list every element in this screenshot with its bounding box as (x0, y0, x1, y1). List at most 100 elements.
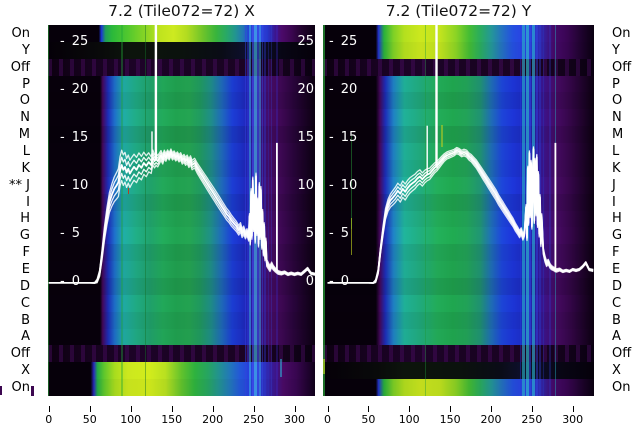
y-tick-label: -20 (60, 82, 88, 99)
y-tick-label: -15 (329, 130, 357, 147)
heatmap-row (48, 261, 315, 279)
row-label: P (22, 76, 30, 92)
row-label: J (612, 177, 616, 193)
row-label: O (612, 93, 623, 109)
bandpass-trace (48, 148, 315, 284)
row-label: M (612, 127, 624, 143)
y-tick-value: 5 (71, 225, 80, 241)
rfi-stripe (424, 25, 427, 396)
row-label: D (612, 278, 623, 294)
x-tick-mark (212, 406, 214, 412)
rfi-stripe (542, 25, 545, 396)
y-tick-label: -25 (60, 34, 88, 51)
row-label: L (612, 143, 620, 159)
row-label: C (20, 295, 30, 311)
panel-x-title: 7.2 (Tile072=72) X (108, 2, 255, 20)
y-tick-label: -10 (60, 178, 88, 195)
row-label: G (612, 228, 623, 244)
y-tick-dash: - (60, 82, 65, 98)
y-tick-dash: - (329, 273, 334, 289)
row-label: K (21, 160, 30, 176)
heatmap-row (48, 244, 315, 262)
rfi-stripe (441, 125, 443, 148)
x-tick-mark (253, 406, 255, 412)
heatmap-row (48, 92, 315, 110)
x-tick-label: 100 (120, 413, 142, 426)
row-label: Y (22, 42, 30, 58)
y-tick-label-right: 20 (297, 82, 314, 98)
y-tick-value: 0 (340, 273, 349, 289)
heatmap-panel-x: -25 25-20 20-15 15-10 10-5 5-0 0 (48, 25, 315, 396)
rfi-stripe (519, 25, 522, 396)
rfi-stripe (264, 25, 266, 396)
bandpass-curves (327, 25, 594, 284)
x-tick-mark (572, 406, 574, 412)
y-tick-label-right: 15 (297, 130, 314, 146)
y-tick-label-right: 0 (305, 273, 314, 289)
y-tick-value: 15 (71, 130, 89, 146)
bandpass-trace (327, 148, 594, 284)
row-label: F (22, 245, 30, 261)
y-tick-dash: - (60, 178, 65, 193)
bandpass-trace (48, 151, 315, 284)
x-tick-label: 250 (243, 413, 265, 426)
heatmap-row (48, 143, 315, 161)
y-tick-dash: - (329, 178, 334, 193)
x-tick-label: 50 (82, 413, 97, 426)
row-label: X (21, 363, 30, 379)
y-tick-dash: - (60, 225, 65, 241)
bandpass-trace (327, 147, 594, 284)
row-label: On (612, 25, 631, 41)
rfi-stripe (350, 136, 352, 230)
y-tick-value: 10 (340, 178, 358, 193)
rfi-stripe (323, 25, 325, 396)
row-label: K (612, 160, 621, 176)
y-tick-label-right: 10 (297, 178, 314, 193)
heatmap-panel-y: -25-20-15-10-5-0 (323, 25, 594, 396)
y-tick-label: -5 (60, 226, 80, 243)
y-tick-value: 5 (340, 225, 349, 241)
y-tick-value: 15 (340, 130, 358, 146)
heatmap-row (48, 328, 315, 346)
row-label: On (11, 379, 30, 395)
left-row-labels: On Y Off P O N M L K ** J I H G F E D C B A Off X On (0, 25, 30, 396)
x-tick-label: 50 (361, 413, 376, 426)
y-tick-dash: - (60, 273, 65, 289)
row-label: A (21, 329, 30, 345)
rfi-stripe (121, 25, 123, 396)
y-tick-value: 0 (71, 273, 80, 289)
row-label: A (612, 329, 621, 345)
x-tick-label: 200 (202, 413, 224, 426)
y-tick-value: 25 (340, 34, 358, 50)
x-tick-mark (531, 406, 533, 412)
bandpass-trace (327, 150, 594, 284)
x-tick-mark (48, 406, 50, 412)
y-tick-dash: - (60, 34, 65, 50)
row-label: H (612, 211, 622, 227)
x-tick-mark (450, 406, 452, 412)
row-label: Off (612, 59, 632, 75)
rfi-stripe (279, 358, 282, 378)
row-label: I (612, 194, 616, 210)
x-tick-label: 150 (161, 413, 183, 426)
rfi-stripe (549, 25, 551, 396)
y-tick-dash: - (329, 82, 334, 98)
y-tick-dash: - (329, 34, 334, 50)
row-label: X (612, 363, 621, 379)
row-label: L (22, 143, 30, 159)
heatmap-row (48, 277, 315, 296)
y-tick-label: -0 (60, 274, 80, 291)
heatmap-row (48, 294, 315, 313)
row-label: B (612, 312, 621, 328)
rfi-stripe (244, 25, 247, 396)
row-label: B (21, 312, 30, 328)
row-label: E (612, 261, 621, 277)
y-tick-value: 10 (71, 178, 89, 193)
x-tick-mark (409, 406, 411, 412)
heatmap-row (48, 41, 315, 60)
row-label: Off (10, 59, 30, 75)
x-tick-label: 250 (521, 413, 543, 426)
rfi-stripe (144, 25, 147, 396)
row-label: P (612, 76, 620, 92)
x-tick-mark (130, 406, 132, 412)
